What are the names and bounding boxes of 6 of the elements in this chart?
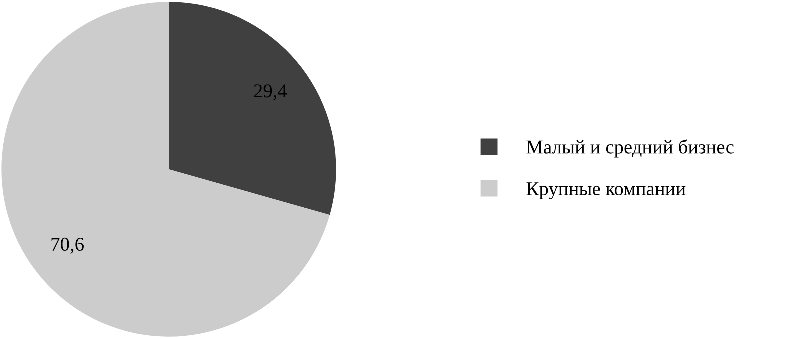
pie-slice xyxy=(169,2,336,216)
data-label: 70,6 xyxy=(52,238,84,254)
data-label: 29,4 xyxy=(254,84,288,100)
legend-label: Крупные компании xyxy=(526,182,686,200)
legend-label: Малый и средний бизнес xyxy=(526,140,734,158)
pie-slice xyxy=(2,2,330,337)
